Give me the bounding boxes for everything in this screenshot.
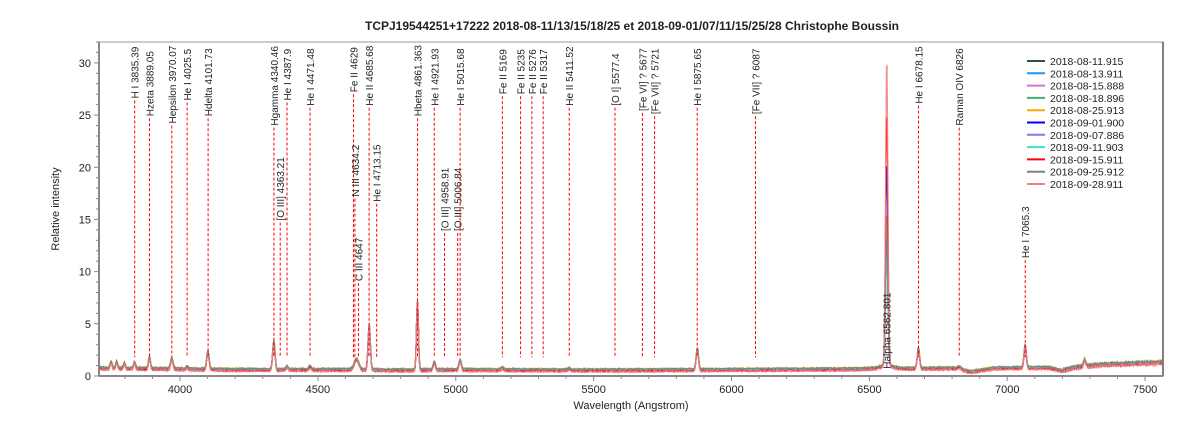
x-tick-label: 5000 — [444, 384, 468, 396]
x-tick-label: 4500 — [306, 384, 330, 396]
line-annotation-label: He I 4921.93 — [430, 48, 441, 106]
y-tick-label: 30 — [79, 58, 91, 70]
y-axis-label: Relative intensity — [50, 167, 62, 251]
line-annotation-label: He I 5015.68 — [456, 48, 467, 106]
line-annotation-label: He II 5411.52 — [565, 46, 576, 106]
line-annotation-label: [Fe VI] ? 5677 — [638, 48, 649, 111]
line-annotation-label: C III 4647 — [354, 237, 365, 281]
line-annotation-label: [Fe VII] ? 5721 — [651, 48, 662, 114]
legend-entry: 2018-08-25.913 — [1050, 105, 1124, 117]
line-annotation-label: Fe II 5317 — [539, 49, 550, 94]
plot-frame — [98, 41, 1164, 377]
legend-entry: 2018-09-07.886 — [1050, 130, 1124, 142]
line-annotation-label: Halpha 6562.801 — [883, 292, 894, 369]
plot-area: 0 5 10 15 20 25 30 4000 4500 5000 5500 6000 6500 7000… — [79, 41, 1164, 396]
line-annotation-label: He I 6678.15 — [914, 46, 925, 104]
spectrum-series-line — [99, 64, 1163, 375]
x-tick-label: 7500 — [1133, 384, 1157, 396]
x-tick-label: 4000 — [168, 384, 192, 396]
y-tick-label: 25 — [79, 110, 91, 122]
line-annotation-label: Hbeta 4861.363 — [414, 45, 425, 117]
x-tick-label: 7000 — [995, 384, 1019, 396]
line-annotation-label: He I 4713.15 — [373, 144, 384, 202]
line-annotation-label: H I 3835.39 — [131, 46, 142, 98]
legend-entry: 2018-09-11.903 — [1050, 142, 1124, 154]
y-tick-label: 10 — [79, 267, 91, 279]
line-annotation-label: Fe II 5276 — [528, 49, 539, 94]
line-annotation-label: He I 5875.65 — [693, 48, 704, 106]
line-annotation-label: He I 4471.48 — [306, 48, 317, 106]
line-annotation-label: N III 4634.2 — [351, 144, 362, 196]
y-tick-label: 15 — [79, 214, 91, 226]
line-annotation-label: Fe II 4629 — [349, 47, 360, 92]
line-annotation-label: Hdelta 4101.73 — [204, 48, 215, 116]
x-tick-label: 6000 — [719, 384, 743, 396]
chart-title: TCPJ19544251+17222 2018-08-11/13/15/18/2… — [365, 19, 899, 33]
line-annotation-label: [Fe VII] ? 6087 — [751, 48, 762, 114]
y-tick-label: 5 — [85, 319, 91, 331]
line-annotation-label: He I 4387.9 — [283, 48, 294, 100]
x-tick-label: 5500 — [581, 384, 605, 396]
y-tick-label: 20 — [79, 162, 91, 174]
line-annotation-label: Hzeta 3889.05 — [145, 51, 156, 116]
x-axis-label: Wavelength (Angstrom) — [573, 400, 688, 412]
legend-entry: 2018-09-25.912 — [1050, 167, 1124, 179]
line-annotation-label: He I 4025.5 — [183, 48, 194, 100]
legend-entry: 2018-08-15.888 — [1050, 81, 1124, 93]
line-annotation-label: [O III] 4363.21 — [276, 157, 287, 221]
line-annotation-label: [O I] 5577.4 — [611, 53, 622, 106]
legend-entry: 2018-08-11.915 — [1050, 56, 1124, 68]
x-tick-label: 6500 — [857, 384, 881, 396]
line-annotation-label: Hepsilon 3970.07 — [168, 45, 179, 123]
line-annotation-label: [O III] 4958.91 — [440, 167, 451, 231]
line-annotation-label: Hgamma 4340.46 — [270, 46, 281, 126]
legend-entry: 2018-08-18.896 — [1050, 93, 1124, 105]
legend-entry: 2018-09-28.911 — [1050, 179, 1124, 191]
line-annotation-label: He II 4685.68 — [365, 45, 376, 105]
legend-entry: 2018-08-13.911 — [1050, 68, 1124, 80]
legend-entry: 2018-09-15.911 — [1050, 154, 1124, 166]
line-annotation-label: Fe II 5169 — [498, 49, 509, 94]
line-annotation-label: Raman OIV 6826 — [955, 48, 966, 126]
y-tick-label: 0 — [85, 371, 91, 383]
line-annotation-label: He I 7065.3 — [1021, 206, 1032, 258]
line-annotation-label: [O III] 5006.84 — [454, 167, 465, 231]
line-annotation-label: Fe II 5235 — [517, 49, 528, 94]
spectra-group — [99, 64, 1163, 375]
legend-entry: 2018-09-01.900 — [1050, 118, 1124, 130]
